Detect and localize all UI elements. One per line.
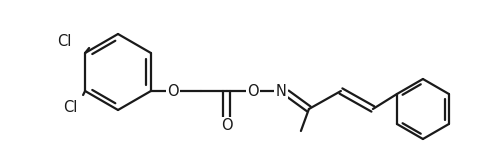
Text: Cl: Cl xyxy=(63,100,77,114)
Text: O: O xyxy=(221,119,233,133)
Text: O: O xyxy=(247,83,259,98)
Text: N: N xyxy=(276,83,287,98)
Text: Cl: Cl xyxy=(57,33,71,48)
Text: O: O xyxy=(167,83,179,98)
